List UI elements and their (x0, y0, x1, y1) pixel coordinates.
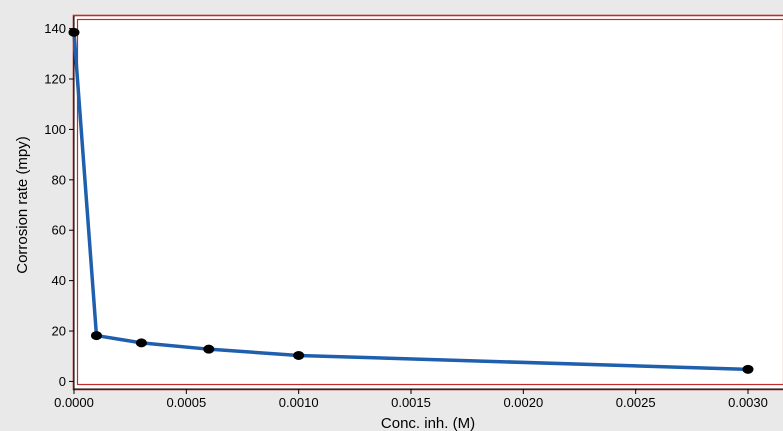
plot-area (74, 16, 783, 389)
y-tick-label: 100 (44, 122, 66, 137)
y-tick-label: 40 (52, 273, 66, 288)
x-tick-label: 0.0010 (279, 395, 319, 410)
x-tick-label: 0.0030 (728, 395, 768, 410)
x-tick-label: 0.0025 (616, 395, 656, 410)
x-tick-label: 0.0005 (166, 395, 206, 410)
data-point (203, 344, 215, 354)
data-point (135, 338, 147, 348)
y-tick-label: 20 (52, 324, 66, 339)
y-tick-label: 60 (52, 223, 66, 238)
x-axis-ticks: 0.0000 0.0005 0.0010 0.0015 0.0020 0.0025 0.00… (54, 389, 768, 410)
x-tick-label: 0.0020 (503, 395, 543, 410)
data-point (293, 350, 305, 360)
y-axis-title: Corrosion rate (mpy) (14, 136, 31, 274)
y-tick-label: 120 (44, 72, 66, 87)
data-point (90, 331, 102, 341)
series-line (72, 30, 750, 372)
y-tick-label: 140 (44, 21, 66, 36)
y-tick-label: 0 (59, 374, 66, 389)
data-point (68, 27, 80, 37)
x-tick-label: 0.0000 (54, 395, 94, 410)
series-layer (68, 27, 754, 374)
data-point (742, 364, 754, 374)
x-axis-title: Conc. inh. (M) (381, 415, 475, 431)
y-tick-label: 80 (52, 172, 66, 187)
plot-frame-inner (76, 18, 783, 386)
y-axis-ticks: 0 20 40 60 80 100 120 140 (44, 21, 74, 389)
x-tick-label: 0.0015 (391, 395, 431, 410)
